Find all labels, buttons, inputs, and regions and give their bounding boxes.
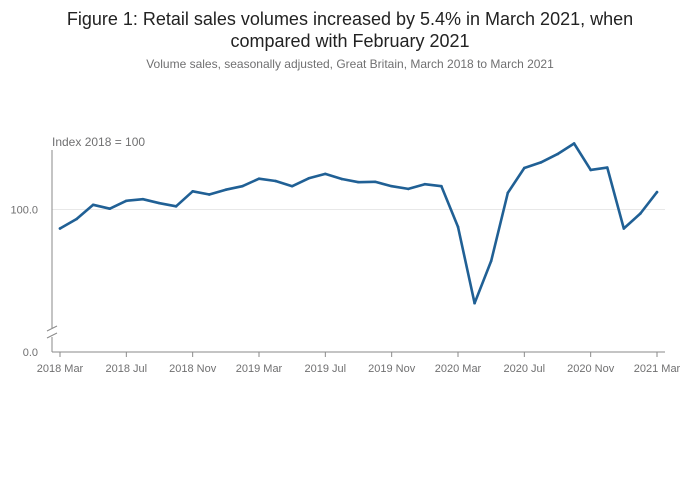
data-point-3 [108, 207, 112, 211]
data-point-17 [340, 177, 344, 181]
data-point-15 [307, 176, 311, 180]
data-point-32 [589, 168, 592, 172]
chart-title-line-1: Figure 1: Retail sales volumes increased… [66, 9, 634, 29]
chart-subtitle: Volume sales, seasonally adjusted, Great… [146, 57, 554, 71]
data-point-20 [390, 184, 393, 188]
x-tick-label-24: 2020 Mar [435, 363, 482, 375]
x-tick-label-36: 2021 Mar [634, 363, 681, 375]
x-tick-label-4: 2018 Jul [106, 363, 148, 375]
data-point-16 [324, 172, 327, 176]
x-tick-label-28: 2020 Jul [504, 363, 546, 375]
data-point-7 [174, 205, 178, 208]
data-point-8 [191, 190, 194, 193]
x-tick-label-32: 2020 Nov [567, 363, 615, 375]
data-point-9 [207, 193, 211, 196]
x-tick-label-20: 2019 Nov [368, 363, 416, 375]
data-point-24 [456, 225, 460, 229]
data-point-35 [639, 212, 642, 215]
data-point-2 [91, 203, 95, 207]
axis-break-mark-upper [46, 325, 58, 332]
series-line-0 [58, 142, 659, 305]
data-point-29 [539, 161, 543, 164]
data-point-22 [423, 182, 427, 186]
data-point-10 [224, 188, 228, 192]
data-point-36 [655, 190, 659, 194]
data-point-33 [605, 166, 609, 169]
chart-title: Figure 1: Retail sales volumes increased… [0, 8, 700, 52]
data-point-19 [373, 180, 377, 184]
x-tick-label-16: 2019 Jul [305, 363, 347, 375]
data-point-4 [125, 199, 128, 203]
data-point-1 [75, 217, 78, 221]
chart-title-line-2: compared with February 2021 [230, 31, 470, 51]
x-tick-label-0: 2018 Mar [37, 363, 84, 375]
data-point-14 [290, 184, 294, 188]
data-point-5 [141, 197, 145, 201]
data-point-6 [158, 201, 161, 205]
y-tick-label-0: 0.0 [23, 347, 38, 359]
data-point-12 [257, 177, 261, 180]
data-point-28 [523, 166, 526, 170]
data-point-18 [357, 180, 360, 184]
x-tick-label-8: 2018 Nov [169, 363, 217, 375]
data-point-30 [556, 152, 559, 156]
data-point-23 [440, 184, 443, 188]
data-point-25 [473, 301, 476, 305]
axis-break-mark-lower [46, 332, 58, 339]
y-tick-label-100: 100.0 [10, 205, 38, 217]
data-point-27 [506, 191, 510, 195]
data-point-26 [489, 259, 493, 263]
data-point-21 [406, 187, 410, 191]
data-point-31 [572, 142, 576, 145]
x-tick-label-12: 2019 Mar [236, 363, 283, 375]
data-point-11 [241, 184, 244, 188]
data-point-34 [622, 227, 626, 230]
data-point-0 [58, 227, 62, 230]
y-axis-unit-label: Index 2018 = 100 [52, 135, 146, 149]
data-point-13 [274, 179, 277, 183]
